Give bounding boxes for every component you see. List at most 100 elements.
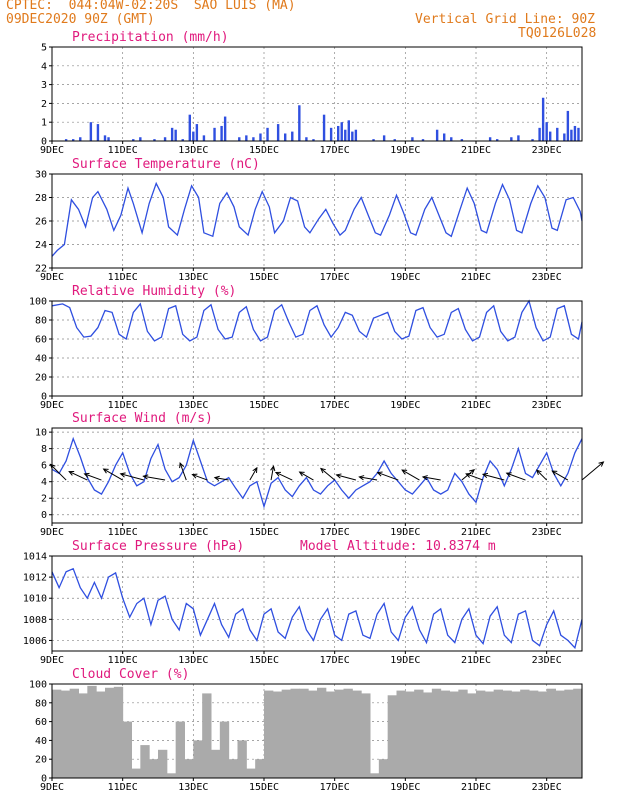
ytick-label: 80 <box>35 316 47 327</box>
cloud-bar <box>237 740 247 778</box>
wind-arrow-head <box>102 468 109 474</box>
ytick-label: 5 <box>41 43 47 54</box>
precip-bar <box>541 97 545 141</box>
xtick-label: 23DEC <box>532 527 562 538</box>
wind-arrow <box>482 473 505 481</box>
cloud-bar <box>476 690 486 778</box>
wind-arrow <box>192 474 208 481</box>
precip-bar <box>545 122 548 141</box>
header-grid-note: Vertical Grid Line: 90Z <box>415 12 596 27</box>
xtick-label: 9DEC <box>40 527 64 538</box>
cloud-bar <box>352 690 362 778</box>
wind-arrow <box>422 476 441 481</box>
precip-bar <box>202 135 206 141</box>
wind-arrow-head <box>252 466 258 473</box>
cloud-bar <box>537 691 548 778</box>
ytick-label: 100 <box>29 680 47 691</box>
ytick-label: 60 <box>35 717 47 728</box>
ytick-label: 8 <box>41 444 47 455</box>
wind-arrow <box>581 461 604 481</box>
wind-arrow-head <box>505 472 512 478</box>
cloud-bar <box>246 768 256 778</box>
cloud-bar <box>69 688 79 778</box>
cloud-bar <box>228 759 238 778</box>
wind-arrow <box>120 473 144 481</box>
wind-arrow <box>377 472 399 481</box>
xtick-label: 13DEC <box>178 782 208 793</box>
wind-arrow-head <box>465 472 472 478</box>
wind-arrow <box>68 471 88 481</box>
wind-arrow-head <box>376 471 383 477</box>
wind-arrow <box>103 468 123 481</box>
cloud-bar <box>449 691 459 778</box>
cloud-bar <box>219 721 230 778</box>
ytick-label: 1014 <box>23 552 47 563</box>
precip-bar <box>354 129 358 141</box>
cloud-bar <box>405 691 415 778</box>
precip-bar <box>96 124 100 141</box>
cloud-bar <box>105 687 115 778</box>
precip-bar <box>132 139 135 141</box>
precip-bar <box>372 139 375 141</box>
precip-bar <box>411 137 414 141</box>
wind-arrow <box>401 469 420 481</box>
panel-title-6: Cloud Cover (%) <box>72 667 189 682</box>
precip-bar <box>291 131 294 141</box>
precip-bar <box>64 139 68 141</box>
wind-arrow <box>179 462 187 481</box>
cloud-bar <box>255 759 265 778</box>
ytick-label: 60 <box>35 335 47 346</box>
panel-frame-6 <box>51 683 583 779</box>
precip-bar <box>298 105 301 141</box>
xtick-label: 17DEC <box>320 527 350 538</box>
cloud-bar <box>158 749 168 778</box>
xtick-label: 15DEC <box>249 655 279 666</box>
wind-arrow <box>143 475 166 481</box>
wind-arrow-head <box>469 469 476 475</box>
precip-bar <box>340 122 343 141</box>
xtick-label: 11DEC <box>108 655 138 666</box>
cloud-bar <box>343 688 353 778</box>
header-run-date: 09DEC2020 90Z (GMT) <box>6 12 155 27</box>
ytick-label: 26 <box>35 217 47 228</box>
precip-bar <box>266 127 269 141</box>
xtick-label: 13DEC <box>178 272 208 283</box>
header-location: CPTEC: 044:04W-02:20S SAO LUIS (MA) <box>6 0 296 13</box>
cloud-bar <box>317 687 327 778</box>
panel-title-3: Relative Humidity (%) <box>72 284 236 299</box>
precip-bar <box>538 127 541 141</box>
cloud-bar <box>440 690 450 778</box>
wind-arrow-head <box>401 469 408 475</box>
cloud-bar <box>175 721 185 778</box>
ytick-label: 1006 <box>23 636 47 647</box>
ytick-label: 0 <box>41 137 47 148</box>
xtick-label: 17DEC <box>320 145 350 156</box>
xtick-label: 15DEC <box>249 400 279 411</box>
wind-arrow-head <box>213 475 220 481</box>
cloud-bar <box>325 691 336 778</box>
precip-bar <box>259 133 262 141</box>
ytick-label: 1012 <box>23 573 47 584</box>
wind-arrow <box>359 476 378 481</box>
xtick-label: 11DEC <box>108 782 138 793</box>
wind-arrow <box>84 473 102 481</box>
ytick-label: 2 <box>41 99 47 110</box>
xtick-label: 13DEC <box>178 527 208 538</box>
xtick-label: 19DEC <box>390 782 420 793</box>
xtick-label: 19DEC <box>390 527 420 538</box>
ytick-label: 3 <box>41 80 47 91</box>
xtick-label: 21DEC <box>461 527 491 538</box>
panel-frame-1 <box>51 46 583 142</box>
wind-arrow <box>506 472 526 481</box>
cloud-bar <box>564 689 574 778</box>
xtick-label: 11DEC <box>108 527 138 538</box>
precip-bar <box>107 137 110 141</box>
wind-arrow <box>299 471 314 481</box>
precip-bar <box>163 137 167 141</box>
precip-bar <box>393 139 396 141</box>
xtick-label: 11DEC <box>108 400 138 411</box>
xtick-label: 21DEC <box>461 655 491 666</box>
precip-bar <box>220 125 223 141</box>
precip-bar <box>195 124 199 141</box>
wind-arrow <box>249 467 258 481</box>
